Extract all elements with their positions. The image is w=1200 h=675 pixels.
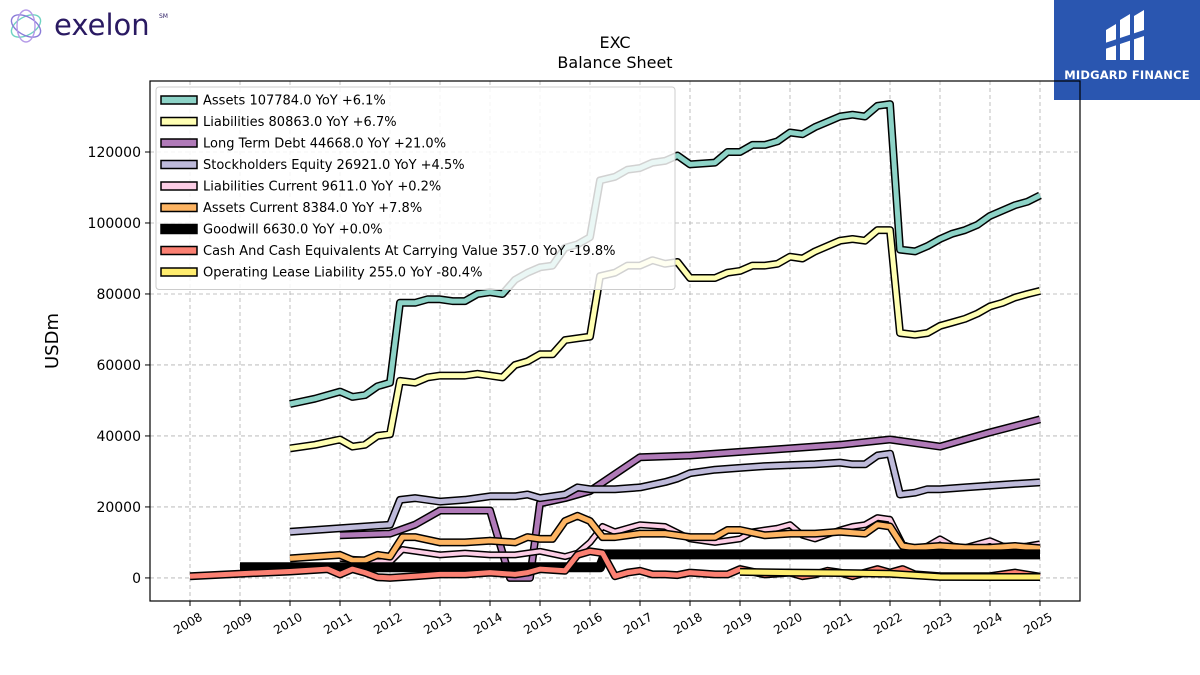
legend-swatch [160, 202, 198, 213]
midgard-finance-logo: MIDGARD FINANCE [1054, 0, 1200, 100]
exelon-logo-text: exelon [54, 8, 150, 42]
x-tick-label: 2022 [871, 610, 904, 637]
y-tick-label: 20000 [96, 500, 141, 516]
x-tick-label: 2021 [821, 610, 854, 637]
series-outline [289, 449, 1041, 536]
x-tick-label: 2008 [171, 610, 204, 637]
legend-box [155, 86, 676, 290]
legend-entry: Cash And Cash Equivalents At Carrying Va… [203, 244, 615, 259]
series-line [339, 416, 1041, 581]
y-tick-label: 0 [132, 571, 141, 587]
y-tick-label: 80000 [96, 287, 141, 303]
legend-entry: Liabilities 80863.0 YoY +6.7% [203, 115, 397, 130]
chart-subtitle: Balance Sheet [557, 53, 672, 72]
x-tick-label: 2015 [521, 610, 554, 637]
y-tick-label: 40000 [96, 429, 141, 445]
x-tick-label: 2017 [621, 610, 654, 637]
x-tick-label: 2014 [471, 610, 504, 637]
y-axis: 0 20000 40000 60000 80000 100000 120000 [88, 145, 150, 587]
legend-swatch [160, 116, 198, 127]
legend-swatch [160, 159, 198, 170]
legend-entry: Goodwill 6630.0 YoY +0.0% [203, 223, 383, 238]
x-tick-label: 2009 [221, 610, 254, 637]
x-tick-label: 2018 [671, 610, 704, 637]
series-5 [289, 511, 1041, 565]
legend-entry: Operating Lease Liability 255.0 YoY -80.… [203, 266, 482, 281]
series-line [289, 451, 1041, 535]
series-2 [339, 415, 1042, 582]
legend-swatch [160, 95, 198, 105]
series-3 [289, 449, 1041, 536]
y-tick-label: 100000 [88, 216, 141, 232]
legend-swatch [160, 245, 198, 256]
legend-entry: Long Term Debt 44668.0 YoY +21.0% [203, 137, 446, 152]
legend-swatch [160, 181, 198, 191]
legend-entry: Assets Current 8384.0 YoY +7.8% [203, 201, 422, 216]
x-tick-label: 2011 [321, 610, 354, 637]
midgard-finance-text: MIDGARD FINANCE [1064, 68, 1190, 82]
y-tick-label: 60000 [96, 358, 141, 374]
x-tick-label: 2016 [571, 610, 604, 637]
series-layer [189, 100, 1042, 582]
y-tick-label: 120000 [88, 145, 141, 161]
exelon-logo: exelon SM [6, 4, 176, 48]
exelon-logo-sm: SM [159, 13, 168, 20]
legend-swatch [160, 138, 198, 148]
x-tick-label: 2010 [271, 610, 304, 637]
x-axis: 2008 2009 2010 2011 2012 2013 2014 2015 2016 2017… [171, 601, 1055, 637]
exelon-logo-mark: exelon SM [10, 8, 168, 43]
legend-entry: Stockholders Equity 26921.0 YoY +4.5% [203, 158, 465, 173]
y-axis-label: USDm [42, 313, 63, 369]
series-line [289, 513, 1041, 563]
x-tick-label: 2025 [1021, 610, 1054, 637]
legend: Assets 107784.0 YoY +6.1% Liabilities 808… [155, 86, 676, 290]
x-tick-label: 2013 [421, 610, 454, 637]
legend-swatch [160, 223, 198, 235]
series-8 [739, 567, 1040, 581]
x-tick-label: 2024 [971, 610, 1004, 637]
x-tick-label: 2023 [921, 610, 954, 637]
x-tick-label: 2019 [721, 610, 754, 637]
chart-title: EXC [599, 33, 630, 52]
x-tick-label: 2020 [771, 610, 804, 637]
x-tick-label: 2012 [371, 610, 404, 637]
series-line [739, 569, 1040, 580]
plot-frame [149, 80, 1081, 602]
legend-entry: Liabilities Current 9611.0 YoY +0.2% [203, 180, 441, 195]
midgard-finance-mark [1102, 10, 1150, 60]
legend-entry: Assets 107784.0 YoY +6.1% [203, 94, 386, 109]
legend-swatch [160, 267, 198, 277]
